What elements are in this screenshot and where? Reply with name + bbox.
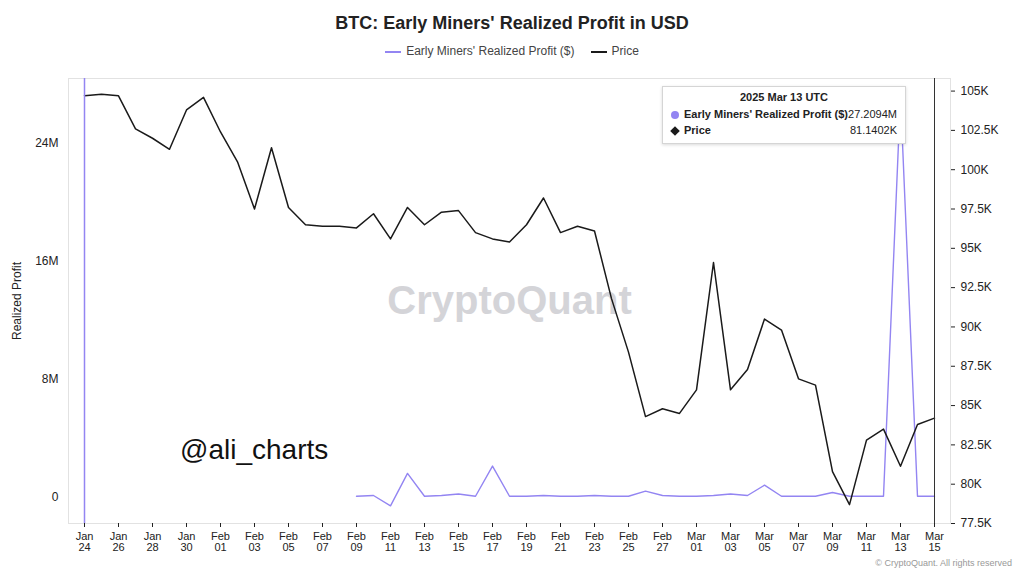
- html-text:Early Miners' Realized Profit: Early Miners' Realized Profit ($) 27.209…: [684, 108, 897, 120]
- svg-text:0: 0: [52, 490, 59, 504]
- svg-text:92.5K: 92.5K: [961, 280, 992, 294]
- svg-text:Feb03: Feb03: [245, 530, 264, 553]
- svg-text:Mar13: Mar13: [891, 530, 910, 553]
- svg-text:24M: 24M: [35, 136, 58, 150]
- html-text:Early Miners' Realized Profit: Early Miners' Realized Profit ($): [406, 44, 575, 58]
- svg-text:Feb23: Feb23: [585, 530, 604, 553]
- svg-text:Mar03: Mar03: [721, 530, 740, 553]
- svg-text:Feb11: Feb11: [381, 530, 400, 553]
- html-text:© CryptoQuant. All rights rese: © CryptoQuant. All rights reserved: [875, 558, 1012, 568]
- svg-text:Feb15: Feb15: [449, 530, 468, 553]
- html-text:BTC: Early Miners' Realized Pr: BTC: Early Miners' Realized Profit in US…: [335, 13, 689, 33]
- html-text:Price: Price: [611, 44, 639, 58]
- svg-text:105K: 105K: [961, 84, 989, 98]
- svg-text:8M: 8M: [42, 372, 59, 386]
- svg-text:Mar15: Mar15: [925, 530, 944, 553]
- svg-text:Feb13: Feb13: [415, 530, 434, 553]
- svg-text:82.5K: 82.5K: [961, 438, 992, 452]
- svg-text:85K: 85K: [961, 398, 982, 412]
- svg-text:90K: 90K: [961, 320, 982, 334]
- html-text:81.1402K: 81.1402K: [849, 124, 897, 136]
- svg-text:Mar05: Mar05: [755, 530, 774, 553]
- svg-text:Feb19: Feb19: [517, 530, 536, 553]
- html-text:2025 Mar 13 UTC: 2025 Mar 13 UTC: [740, 91, 828, 103]
- svg-text:102.5K: 102.5K: [961, 123, 999, 137]
- svg-text:Feb25: Feb25: [619, 530, 638, 553]
- svg-text:Feb05: Feb05: [279, 530, 298, 553]
- svg-text:Jan30: Jan30: [178, 530, 196, 553]
- html-text:@ali_charts: @ali_charts: [180, 434, 329, 465]
- svg-text:Feb07: Feb07: [313, 530, 332, 553]
- svg-text:16M: 16M: [35, 254, 58, 268]
- svg-text:Mar09: Mar09: [823, 530, 842, 553]
- svg-text:Feb27: Feb27: [653, 530, 672, 553]
- svg-text:95K: 95K: [961, 241, 982, 255]
- svg-text:Feb17: Feb17: [483, 530, 502, 553]
- svg-text:77.5K: 77.5K: [961, 516, 992, 530]
- svg-text:Feb09: Feb09: [347, 530, 366, 553]
- svg-text:97.5K: 97.5K: [961, 202, 992, 216]
- svg-text:100K: 100K: [961, 163, 989, 177]
- svg-text:Realized Profit: Realized Profit: [10, 261, 24, 340]
- svg-text:Jan24: Jan24: [76, 530, 94, 553]
- svg-text:Feb21: Feb21: [551, 530, 570, 553]
- svg-text:CryptoQuant: CryptoQuant: [387, 278, 631, 322]
- svg-text:Mar01: Mar01: [687, 530, 706, 553]
- html-text:Price: Price: [684, 124, 711, 136]
- svg-text:87.5K: 87.5K: [961, 359, 992, 373]
- svg-text:Mar11: Mar11: [857, 530, 876, 553]
- svg-text:Feb01: Feb01: [211, 530, 230, 553]
- svg-text:Jan28: Jan28: [144, 530, 162, 553]
- svg-text:Jan26: Jan26: [110, 530, 128, 553]
- svg-text:Mar07: Mar07: [789, 530, 808, 553]
- svg-text:80K: 80K: [961, 477, 982, 491]
